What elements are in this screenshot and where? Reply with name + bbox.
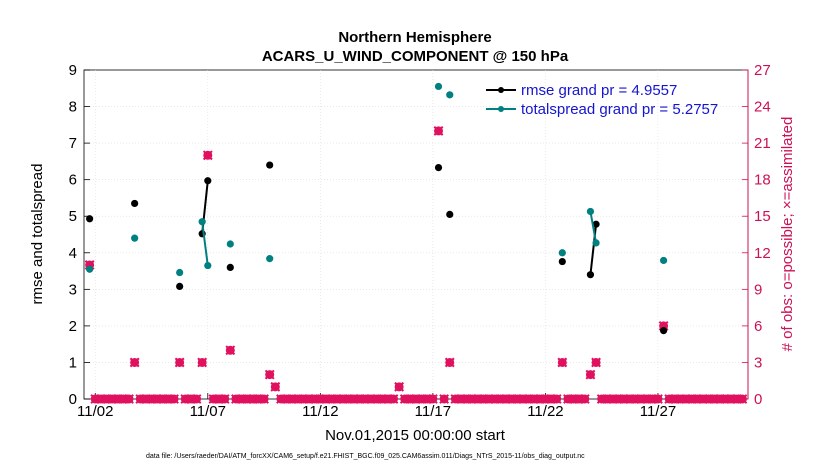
x-tick-label: 11/27 bbox=[640, 403, 676, 420]
obs-assimilated-point bbox=[591, 357, 601, 368]
y-axis-label: rmse and totalspread bbox=[29, 164, 46, 305]
spread-point bbox=[558, 249, 566, 257]
spread-point bbox=[659, 256, 668, 265]
obs-assimilated-point bbox=[197, 357, 208, 368]
y-tick-label: 1 bbox=[69, 354, 77, 371]
spread-line-segment bbox=[201, 221, 209, 266]
obs-assimilated-point bbox=[264, 369, 275, 380]
rmse-point bbox=[586, 271, 595, 279]
obs-zero-assimilated-point bbox=[551, 394, 562, 404]
obs-zero-assimilated-point bbox=[653, 394, 663, 404]
y2-tick-label: 0 bbox=[754, 391, 762, 408]
y-tick-label: 7 bbox=[69, 135, 77, 152]
legend-spread-label: totalspread grand pr = 5.2757 bbox=[521, 101, 718, 118]
rmse-point bbox=[446, 210, 454, 218]
y2-tick-label: 18 bbox=[754, 172, 771, 189]
obs-assimilated-point bbox=[202, 150, 213, 161]
rmse-point bbox=[86, 215, 94, 223]
y2-tick-label: 21 bbox=[754, 135, 771, 152]
spread-point bbox=[226, 240, 234, 248]
obs-zero-assimilated-point bbox=[169, 394, 179, 404]
spread-point bbox=[434, 82, 443, 91]
legend-rmse-marker bbox=[498, 87, 504, 93]
y-tick-label: 0 bbox=[69, 391, 77, 408]
plot-area bbox=[83, 69, 749, 400]
obs-assimilated-point bbox=[444, 357, 455, 368]
data-file-footnote: data file: /Users/raeder/DAI/ATM_forcXX/… bbox=[146, 453, 585, 460]
spread-point bbox=[266, 255, 274, 263]
x-tick-label: 11/02 bbox=[77, 403, 113, 420]
rmse-point bbox=[176, 282, 184, 291]
obs-assimilated-point bbox=[557, 357, 568, 368]
y2-tick-label: 3 bbox=[754, 354, 762, 371]
rmse-point bbox=[434, 164, 443, 172]
rmse-point bbox=[659, 327, 668, 335]
spread-point bbox=[176, 268, 184, 277]
obs-assimilated-point bbox=[394, 381, 405, 392]
spread-point bbox=[198, 218, 206, 226]
x-tick-label: 11/12 bbox=[302, 403, 338, 420]
rmse-point bbox=[226, 263, 234, 271]
spread-line-segment bbox=[589, 211, 598, 244]
y-tick-label: 8 bbox=[69, 99, 77, 116]
spread-point bbox=[446, 91, 454, 99]
y-tick-label: 5 bbox=[69, 208, 77, 225]
obs-zero-assimilated-point bbox=[191, 394, 202, 404]
legend-rmse-label: rmse grand pr = 4.9557 bbox=[521, 82, 677, 99]
y2-tick-label: 6 bbox=[754, 318, 762, 335]
y-tick-label: 2 bbox=[69, 318, 77, 335]
legend-spread-marker bbox=[498, 106, 504, 112]
obs-zero-assimilated-point bbox=[579, 394, 590, 404]
obs-zero-assimilated-point bbox=[388, 394, 399, 404]
obs-assimilated-point bbox=[174, 357, 185, 368]
y-tick-label: 3 bbox=[69, 281, 77, 298]
y-tick-label: 6 bbox=[69, 172, 77, 189]
y2-tick-label: 9 bbox=[754, 281, 762, 298]
rmse-point bbox=[204, 177, 212, 185]
spread-point bbox=[131, 234, 139, 242]
y2-axis-label: # of obs: o=possible; ×=assimilated bbox=[779, 117, 796, 352]
y2-tick-label: 15 bbox=[754, 208, 771, 225]
grid bbox=[84, 70, 748, 399]
obs-zero-assimilated-point bbox=[219, 394, 230, 404]
x-tick-label: 11/22 bbox=[527, 403, 563, 420]
rmse-point bbox=[266, 161, 274, 169]
obs-assimilated-point bbox=[270, 381, 281, 392]
obs-zero-assimilated-point bbox=[737, 394, 748, 404]
spread-point bbox=[592, 239, 600, 247]
y2-tick-label: 24 bbox=[754, 99, 771, 116]
obs-assimilated-point bbox=[129, 357, 140, 368]
axes: 11/02 11/07 11/12 11/17 11/22 11/270123456789… bbox=[69, 62, 771, 420]
obs-assimilated-point bbox=[585, 369, 596, 380]
spread-point bbox=[586, 207, 595, 216]
obs-zero-assimilated-point bbox=[259, 394, 269, 404]
y-tick-label: 9 bbox=[69, 62, 77, 79]
data-marks bbox=[84, 82, 748, 404]
rmse-point bbox=[558, 257, 566, 266]
x-axis-label: Nov.01,2015 00:00:00 start bbox=[325, 427, 506, 444]
obs-assimilated-point bbox=[225, 345, 236, 356]
y2-tick-label: 12 bbox=[754, 245, 771, 262]
y-tick-label: 4 bbox=[69, 245, 77, 262]
obs-zero-assimilated-point bbox=[124, 394, 134, 404]
obs-zero-assimilated-point bbox=[427, 394, 438, 404]
rmse-point bbox=[131, 199, 139, 208]
chart-title: Northern Hemisphere bbox=[338, 29, 491, 46]
legend: rmse grand pr = 4.9557 totalspread grand… bbox=[486, 82, 718, 118]
x-tick-label: 11/07 bbox=[190, 403, 226, 420]
x-tick-label: 11/17 bbox=[415, 403, 451, 420]
y2-tick-label: 27 bbox=[754, 62, 771, 79]
obs-zero-assimilated-point bbox=[439, 394, 450, 404]
rmse-point bbox=[592, 220, 600, 228]
spread-point bbox=[204, 261, 212, 270]
obs-assimilated-point bbox=[433, 126, 444, 136]
spread-point bbox=[86, 265, 94, 273]
chart-subtitle: ACARS_U_WIND_COMPONENT @ 150 hPa bbox=[262, 48, 569, 65]
